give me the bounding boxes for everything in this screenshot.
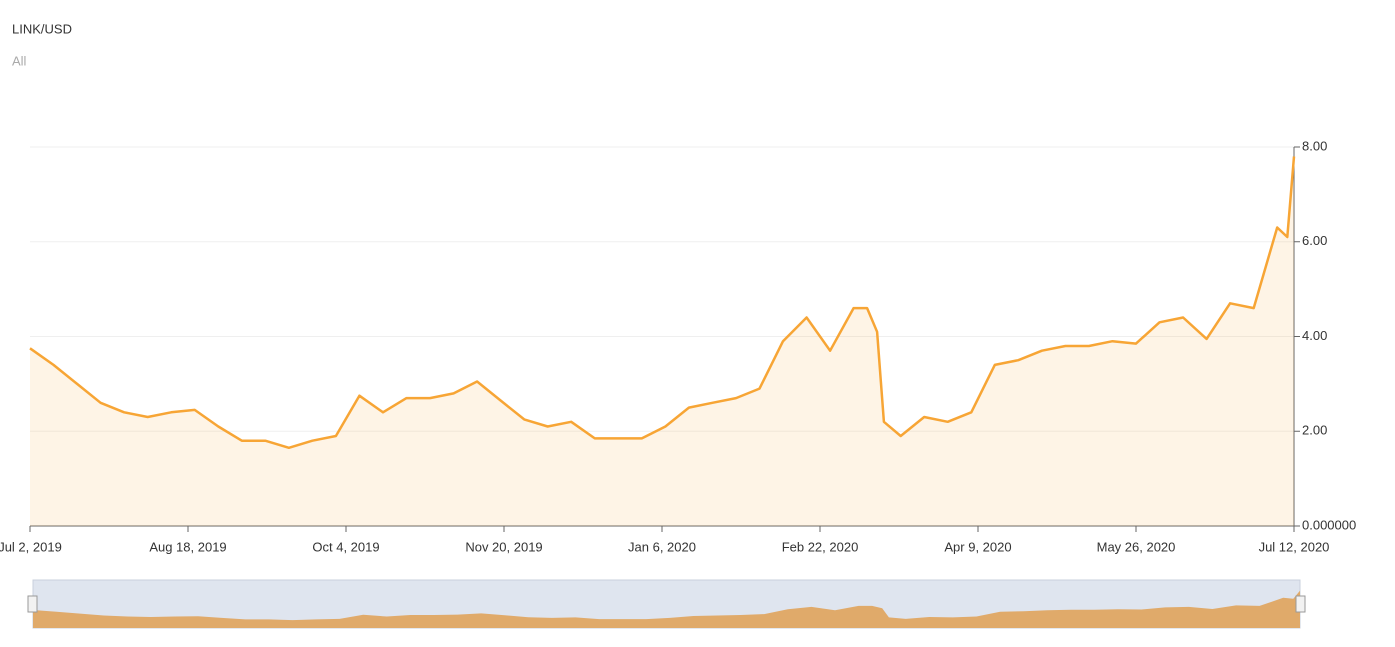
chart-title: LINK/USD xyxy=(12,21,72,36)
x-tick-label: Apr 9, 2020 xyxy=(944,539,1011,554)
chart-subtitle: All xyxy=(12,53,27,68)
x-tick-label: Jul 2, 2019 xyxy=(0,539,62,554)
x-tick-label: Jul 12, 2020 xyxy=(1259,539,1330,554)
navigator-area xyxy=(33,590,1300,628)
x-tick-label: Nov 20, 2019 xyxy=(465,539,542,554)
x-tick-label: Oct 4, 2019 xyxy=(312,539,379,554)
y-tick-label: 4.00 xyxy=(1302,328,1327,343)
x-tick-label: Feb 22, 2020 xyxy=(782,539,859,554)
x-tick-label: Aug 18, 2019 xyxy=(149,539,226,554)
y-tick-label: 6.00 xyxy=(1302,233,1327,248)
navigator-handle xyxy=(1295,595,1306,613)
line xyxy=(29,156,1296,450)
navigator-handle xyxy=(27,595,38,613)
y-tick-label: 8.00 xyxy=(1302,138,1327,153)
y-tick-label: 2.00 xyxy=(1302,423,1327,438)
x-tick-label: May 26, 2020 xyxy=(1097,539,1176,554)
area-fill xyxy=(30,156,1294,526)
y-tick-label: 0.000000 xyxy=(1302,517,1356,532)
x-tick-label: Jan 6, 2020 xyxy=(628,539,696,554)
